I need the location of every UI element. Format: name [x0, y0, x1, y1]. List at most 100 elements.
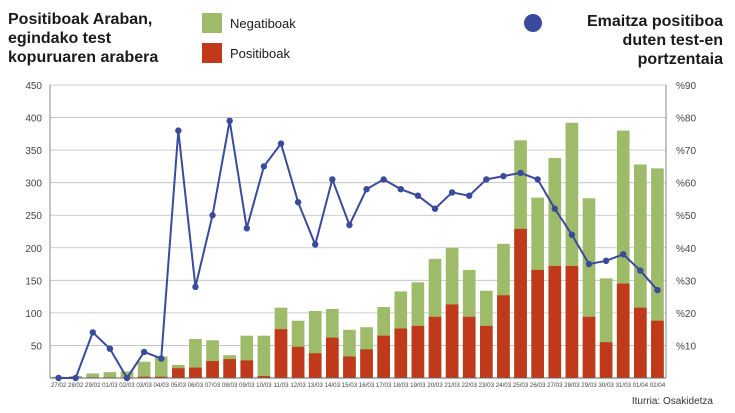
legend-swatch-negative [202, 13, 222, 33]
bar-positive [565, 266, 579, 378]
x-tick-label: 16/03 [359, 382, 375, 389]
x-tick-label: 19/03 [410, 382, 426, 389]
title-line-2: egindako test [8, 30, 112, 47]
y-tick-label-left: 250 [25, 211, 42, 222]
bar-negative [154, 356, 168, 378]
bar-positive [206, 361, 219, 378]
bar-positive [599, 342, 613, 378]
x-tick-label: 20/03 [427, 382, 443, 389]
bar-positive [651, 320, 664, 378]
y-tick-label-left: 450 [25, 81, 42, 92]
y-tick-label-left: 300 [25, 179, 42, 190]
right-title-line-3: portzentaia [637, 51, 723, 68]
x-tick-label: 27/02 [51, 382, 67, 389]
percentage-point [209, 212, 216, 219]
percentage-point [123, 374, 131, 382]
x-tick-label: 24/03 [496, 382, 512, 389]
x-tick-label: 13/03 [307, 382, 323, 389]
x-tick-label: 29/02 [85, 382, 101, 389]
bar-positive [343, 356, 356, 378]
x-tick-label: 07/03 [205, 382, 221, 389]
bar-positive [462, 316, 476, 378]
y-tick-label-left: 100 [25, 309, 42, 320]
x-tick-label: 31/03 [615, 382, 631, 389]
source-note: Iturria: Osakidetza [631, 396, 713, 407]
percentage-point [106, 345, 114, 352]
x-tick-label: 27/03 [547, 382, 563, 389]
x-tick-label: 11/03 [273, 382, 289, 389]
chart-title: Positiboak Araban, egindako test kopurua… [8, 10, 198, 67]
percentage-point [226, 117, 233, 125]
percentage-point [363, 185, 370, 193]
title-line-3: kopuruaren arabera [8, 49, 159, 66]
y-tick-label-left: 350 [25, 146, 42, 157]
bar-positive [154, 376, 168, 378]
legend-label-positive: Positiboak [230, 45, 290, 61]
bar-positive [291, 346, 305, 378]
legend: Negatiboak Positiboak [202, 12, 296, 72]
bar-positive [257, 376, 271, 378]
bar-positive [428, 316, 442, 378]
y-tick-label-right: %70 [676, 146, 696, 157]
x-tick-label: 17/03 [376, 382, 392, 389]
y-tick-label-right: %90 [676, 81, 696, 92]
x-tick-label: 21/03 [444, 382, 460, 389]
percentage-point [602, 257, 610, 264]
percentage-point [346, 221, 353, 229]
y-tick-label-left: 150 [25, 276, 42, 287]
title-line-1: Positiboak Araban, [8, 11, 153, 28]
x-tick-label: 28/03 [564, 382, 580, 389]
percentage-point [620, 251, 627, 258]
x-tick-label: 02/04 [650, 382, 666, 389]
percentage-point [431, 205, 439, 212]
bar-positive [172, 368, 185, 378]
bar-positive [394, 328, 408, 378]
right-title-line-1: Emaitza positiboa [586, 13, 723, 30]
percentage-point [380, 176, 387, 183]
legend-swatch-positive [202, 43, 222, 63]
x-tick-label: 03/03 [136, 382, 152, 389]
x-tick-label: 02/03 [119, 382, 135, 389]
bar-positive [634, 307, 647, 378]
percentage-point [158, 355, 165, 362]
legend-item-negative: Negatiboak [202, 12, 296, 34]
bar-positive [360, 349, 373, 378]
x-tick-label: 10/03 [256, 382, 272, 389]
bar-positive [548, 266, 562, 378]
bar-positive [445, 304, 459, 378]
y-tick-label-right: %60 [676, 179, 696, 190]
percentage-point [329, 176, 336, 183]
percentage-point [517, 169, 524, 177]
bar-negative [103, 372, 117, 378]
x-tick-label: 01/03 [102, 382, 118, 389]
x-tick-label: 18/03 [393, 382, 409, 389]
legend-item-positive: Positiboak [202, 42, 296, 64]
bar-negative [120, 371, 134, 378]
percentage-point [55, 374, 62, 382]
percentage-point [585, 260, 593, 268]
bar-positive [480, 325, 493, 378]
bar-positive [326, 337, 339, 378]
bar-positive [377, 335, 390, 378]
bar-positive [189, 367, 202, 378]
y-tick-label-right: %50 [676, 211, 696, 222]
percentage-point [277, 140, 285, 147]
legend-dot-percentage [524, 14, 542, 32]
bar-positive [531, 269, 544, 378]
bar-positive [308, 353, 322, 378]
y-tick-label-right: %10 [676, 341, 696, 352]
y-tick-label-right: %20 [676, 309, 696, 320]
x-tick-label: 08/03 [222, 382, 238, 389]
percentage-point [448, 189, 456, 196]
x-tick-label: 25/03 [513, 382, 529, 389]
percentage-point [568, 231, 576, 238]
x-tick-label: 12/03 [290, 382, 306, 389]
percentage-point [637, 267, 644, 274]
y-tick-label-left: 50 [31, 341, 43, 352]
percentage-point [654, 286, 661, 294]
bar-positive [137, 376, 151, 378]
x-tick-label: 09/03 [239, 382, 255, 389]
percentage-point [534, 176, 541, 183]
percentage-point [466, 192, 473, 199]
